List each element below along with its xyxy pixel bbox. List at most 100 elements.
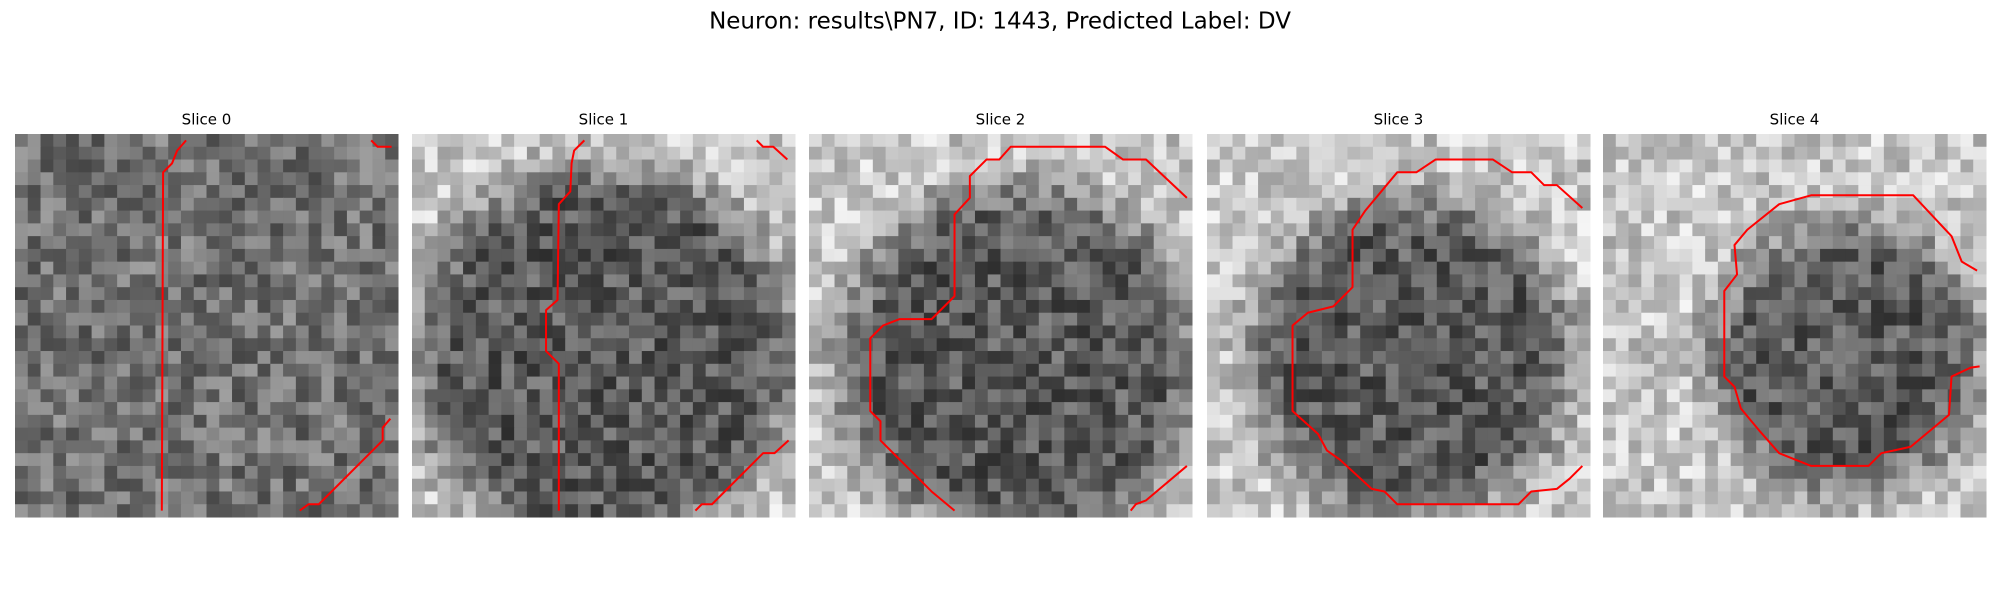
pixel	[769, 172, 783, 186]
pixel	[987, 223, 1002, 237]
pixel	[1038, 440, 1053, 454]
pixel	[295, 172, 310, 186]
pixel	[1513, 389, 1527, 403]
pixel	[1153, 287, 1167, 301]
pixel	[1424, 504, 1438, 518]
pixel	[809, 504, 823, 518]
pixel	[539, 440, 553, 454]
pixel	[1436, 389, 1451, 403]
pixel	[1845, 440, 1859, 454]
pixel	[463, 299, 477, 314]
pixel	[1666, 261, 1681, 275]
pixel	[180, 351, 195, 365]
pixel	[565, 402, 579, 416]
pixel	[1219, 274, 1234, 288]
pixel	[40, 427, 54, 441]
pixel	[860, 440, 874, 454]
pixel	[1385, 134, 1400, 148]
pixel	[206, 478, 220, 492]
pixel	[1781, 134, 1796, 148]
pixel	[1051, 185, 1065, 199]
pixel	[437, 338, 451, 352]
pixel	[1909, 223, 1923, 237]
pixel	[308, 389, 322, 403]
pixel	[526, 351, 541, 365]
pixel	[1321, 389, 1336, 403]
pixel	[949, 414, 963, 429]
pixel	[488, 248, 502, 263]
pixel	[1615, 274, 1630, 288]
pixel	[718, 453, 732, 467]
pixel	[40, 236, 54, 250]
pixel	[718, 402, 732, 416]
pixel	[180, 261, 195, 275]
pixel	[641, 236, 656, 250]
pixel	[1526, 248, 1540, 263]
pixel	[1000, 402, 1014, 416]
pixel	[1820, 299, 1834, 314]
pixel	[847, 274, 861, 288]
pixel	[437, 325, 451, 339]
pixel	[168, 197, 182, 212]
pixel	[1705, 465, 1719, 480]
pixel	[501, 414, 515, 429]
pixel	[539, 287, 553, 301]
pixel	[514, 210, 528, 224]
pixel	[1679, 287, 1693, 301]
pixel	[232, 248, 246, 263]
pixel	[270, 248, 284, 263]
pixel	[257, 146, 271, 161]
pixel	[1245, 414, 1259, 429]
pixel	[1270, 427, 1285, 441]
pixel	[974, 478, 989, 492]
pixel	[603, 146, 617, 161]
pixel	[1372, 440, 1387, 454]
pixel	[1128, 197, 1142, 212]
pixel	[168, 491, 182, 505]
pixel	[308, 223, 322, 237]
pixel	[514, 261, 528, 275]
pixel	[193, 376, 208, 390]
pixel	[809, 287, 823, 301]
pixel	[15, 478, 29, 492]
pixel	[1089, 274, 1104, 288]
pixel	[1102, 185, 1116, 199]
pixel	[565, 223, 579, 237]
pixel	[834, 312, 848, 327]
pixel	[270, 465, 284, 480]
pixel	[1577, 427, 1591, 441]
pixel	[1115, 299, 1129, 314]
pixel	[769, 478, 783, 492]
pixel	[117, 363, 131, 378]
pixel	[346, 504, 361, 518]
pixel	[1064, 185, 1078, 199]
pixel	[1309, 414, 1323, 429]
pixel	[1462, 210, 1476, 224]
pixel	[270, 299, 284, 314]
pixel	[1922, 491, 1936, 505]
pixel	[1628, 389, 1642, 403]
pixel	[1820, 402, 1834, 416]
pixel	[1153, 491, 1167, 505]
pixel	[667, 248, 681, 263]
pixel	[692, 172, 707, 186]
pixel	[91, 261, 105, 275]
pixel	[539, 478, 553, 492]
pixel	[539, 210, 553, 224]
pixel	[295, 402, 310, 416]
pixel	[898, 274, 912, 288]
pixel	[1487, 453, 1502, 467]
pixel	[1270, 504, 1285, 518]
pixel	[168, 376, 182, 390]
pixel	[1232, 338, 1246, 352]
pixel	[283, 223, 297, 237]
pixel	[321, 478, 335, 492]
pixel	[168, 351, 182, 365]
pixel	[1654, 274, 1668, 288]
pixel	[1051, 146, 1065, 161]
pixel	[898, 453, 912, 467]
pixel	[1934, 261, 1949, 275]
pixel	[1538, 299, 1553, 314]
pixel	[514, 389, 528, 403]
pixel	[1947, 414, 1961, 429]
